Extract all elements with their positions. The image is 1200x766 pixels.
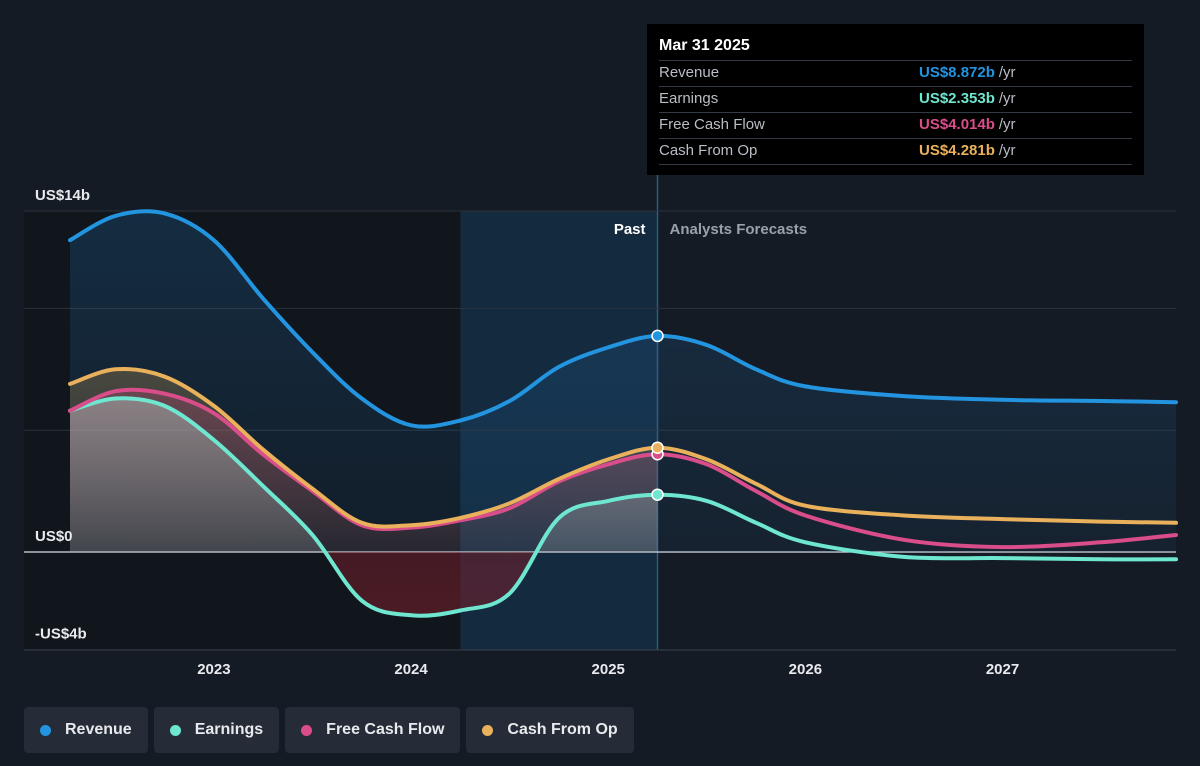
legend-item-revenue[interactable]: Revenue bbox=[24, 707, 148, 753]
tooltip-unit: /yr bbox=[998, 90, 1016, 107]
legend-dot-icon bbox=[482, 724, 494, 736]
forecast-label: Analysts Forecasts bbox=[670, 221, 808, 238]
tooltip-value: US$8.872b bbox=[919, 64, 995, 81]
legend-dot-icon bbox=[169, 724, 181, 736]
cash-from-op-line bbox=[68, 367, 1178, 529]
tooltip-date: Mar 31 2025 bbox=[659, 37, 750, 54]
legend: Revenue Earnings Free Cash Flow Cash From O… bbox=[24, 707, 634, 753]
tooltip-label: Free Cash Flow bbox=[659, 116, 765, 133]
revenue-area bbox=[70, 211, 1176, 553]
tooltip-label: Cash From Op bbox=[659, 142, 758, 159]
y-tick-label: US$14b bbox=[35, 187, 90, 204]
tooltip-row: Cash From Op US$4.281b/yr bbox=[659, 138, 1132, 165]
x-tick-label: 2024 bbox=[394, 661, 428, 678]
legend-label: Earnings bbox=[194, 721, 264, 738]
tooltip-row: Earnings US$2.353b/yr bbox=[659, 86, 1132, 112]
legend-item-earnings[interactable]: Earnings bbox=[153, 707, 280, 753]
tooltip-row: Revenue US$8.872b/yr bbox=[659, 60, 1132, 86]
y-tick-label: -US$4b bbox=[35, 625, 87, 642]
legend-dot-icon bbox=[40, 724, 51, 736]
earnings-marker bbox=[651, 488, 664, 501]
earnings-line bbox=[68, 396, 1178, 618]
x-tick-label: 2026 bbox=[789, 661, 822, 678]
y-tick-label: US$0 bbox=[35, 528, 73, 545]
legend-label: Cash From Op bbox=[507, 721, 618, 738]
free-cash-flow-line bbox=[68, 387, 1178, 550]
tooltip-row: Free Cash Flow US$4.014b/yr bbox=[659, 112, 1132, 138]
revenue-line bbox=[68, 209, 1178, 429]
x-tick-label: 2025 bbox=[592, 661, 625, 678]
legend-dot-icon bbox=[301, 724, 313, 736]
tooltip-unit: /yr bbox=[998, 142, 1016, 159]
tooltip-value: US$4.014b bbox=[919, 116, 995, 133]
tooltip-value: US$4.281b bbox=[919, 142, 995, 159]
legend-item-cash-from-op[interactable]: Cash From Op bbox=[466, 707, 634, 753]
legend-item-free-cash-flow[interactable]: Free Cash Flow bbox=[285, 707, 461, 753]
cash-from-op-marker bbox=[651, 441, 664, 454]
legend-label: Free Cash Flow bbox=[326, 721, 445, 738]
tooltip: Mar 31 2025 Revenue US$8.872b/yr Earnings U… bbox=[647, 24, 1144, 175]
x-tick-label: 2027 bbox=[986, 661, 1019, 678]
chart-svg: US$14b US$0 -US$4b 2023 2024 2025 2026 2027 Past… bbox=[24, 175, 1178, 678]
legend-label: Revenue bbox=[65, 721, 132, 738]
tooltip-value: US$2.353b bbox=[919, 90, 995, 107]
tooltip-unit: /yr bbox=[998, 116, 1016, 133]
earnings-negative-area bbox=[70, 552, 658, 616]
tooltip-label: Revenue bbox=[659, 64, 720, 81]
tooltip-unit: /yr bbox=[998, 64, 1016, 81]
past-label: Past bbox=[614, 221, 646, 238]
earnings-area bbox=[70, 398, 658, 552]
revenue-marker bbox=[651, 329, 664, 343]
tooltip-label: Earnings bbox=[659, 90, 719, 107]
x-tick-label: 2023 bbox=[197, 661, 230, 678]
